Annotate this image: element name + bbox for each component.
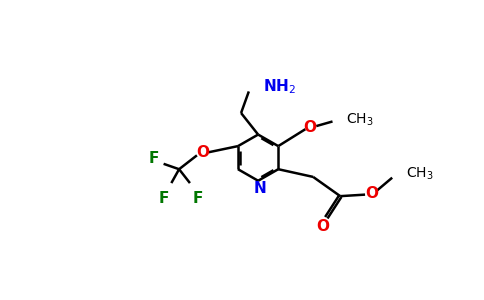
Text: NH$_2$: NH$_2$ [263,77,296,96]
Text: O: O [196,145,209,160]
Text: N: N [253,181,266,196]
Text: O: O [365,186,378,201]
Text: CH$_3$: CH$_3$ [406,166,434,182]
Text: F: F [149,151,159,166]
Text: O: O [316,220,329,235]
Text: F: F [193,191,203,206]
Text: F: F [158,191,169,206]
Text: CH$_3$: CH$_3$ [347,112,374,128]
Text: O: O [303,120,317,135]
